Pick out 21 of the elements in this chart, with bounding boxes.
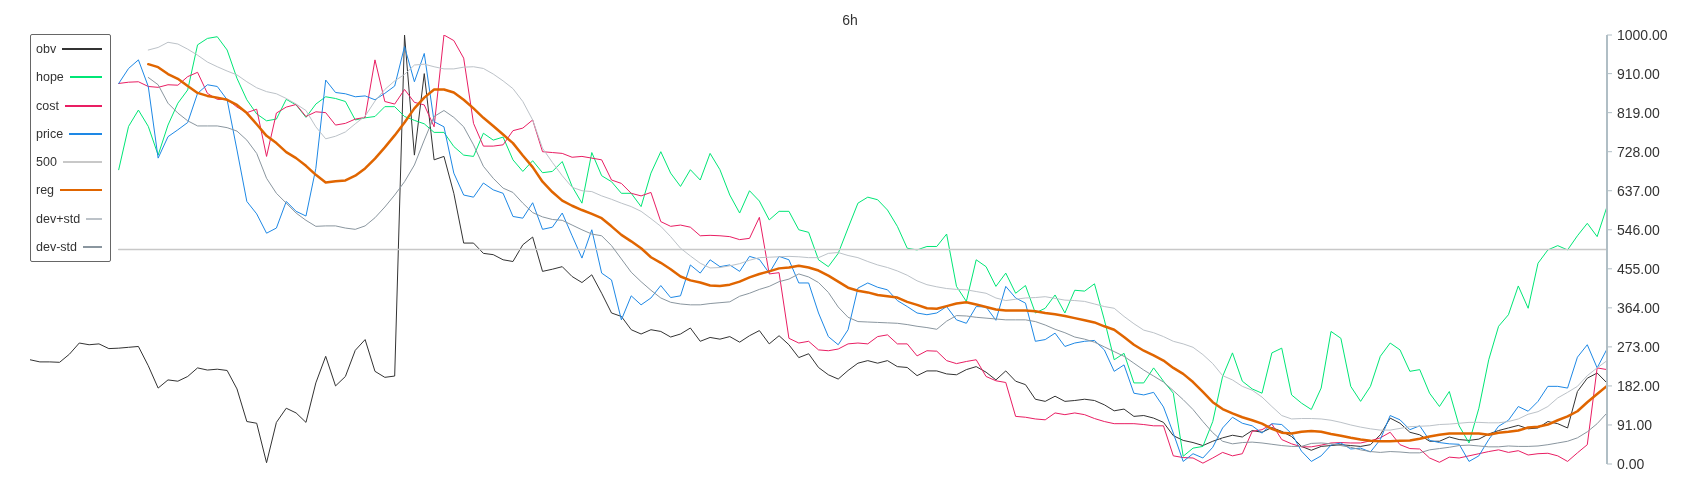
- y-tick-label: 0.00: [1617, 455, 1645, 472]
- y-tick-label: 91.00: [1617, 416, 1653, 433]
- legend-label: cost: [36, 98, 59, 113]
- chart-title: 6h: [841, 12, 859, 28]
- y-tick-label: 182.00: [1617, 377, 1661, 394]
- legend-label: reg: [36, 183, 55, 198]
- y-tick-label: 637.00: [1617, 182, 1661, 199]
- y-tick-label: 273.00: [1617, 338, 1661, 355]
- y-tick-label: 1000.00: [1617, 26, 1668, 43]
- legend-label: dev-std: [36, 239, 77, 254]
- legend-label: dev+std: [36, 211, 81, 226]
- y-tick-label: 455.00: [1617, 260, 1661, 277]
- y-tick-label: 819.00: [1617, 104, 1661, 121]
- y-tick-label: 546.00: [1617, 221, 1661, 238]
- legend-label: hope: [36, 70, 64, 85]
- y-tick-label: 728.00: [1617, 143, 1661, 160]
- y-tick-label: 910.00: [1617, 65, 1661, 82]
- y-tick-label: 364.00: [1617, 299, 1661, 316]
- legend-label: price: [36, 126, 64, 141]
- legend-label: obv: [36, 42, 57, 57]
- legend-label: 500: [36, 155, 57, 170]
